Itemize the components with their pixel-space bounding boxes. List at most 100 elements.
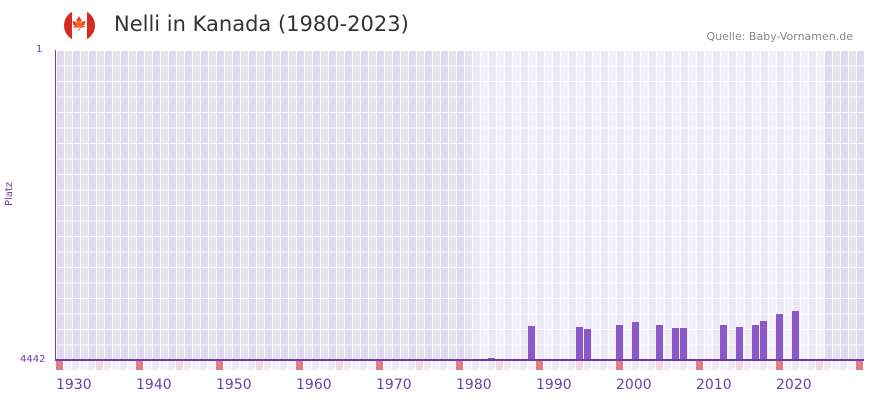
year-marker (840, 361, 847, 370)
year-marker (168, 361, 175, 370)
year-marker (368, 361, 375, 370)
x-axis-line (55, 359, 864, 361)
year-marker (760, 361, 767, 370)
year-marker (512, 361, 519, 370)
bar-1994[interactable] (584, 328, 591, 360)
year-marker (752, 361, 759, 370)
year-marker (800, 361, 807, 370)
bar-1987[interactable] (528, 326, 535, 360)
year-marker (680, 361, 687, 370)
year-marker (216, 361, 223, 370)
year-marker (824, 361, 831, 370)
year-marker (336, 361, 343, 370)
bar-1998[interactable] (616, 325, 623, 360)
year-marker (536, 361, 543, 370)
year-marker (712, 361, 719, 370)
year-marker (584, 361, 591, 370)
year-marker (424, 361, 431, 370)
bar-2018[interactable] (776, 313, 783, 360)
chart-title: Nelli in Kanada (1980-2023) (114, 12, 409, 36)
year-marker (592, 361, 599, 370)
year-marker (224, 361, 231, 370)
year-marker (280, 361, 287, 370)
year-marker (312, 361, 319, 370)
year-marker (416, 361, 423, 370)
bar-2005[interactable] (672, 328, 679, 360)
year-marker (176, 361, 183, 370)
year-marker (72, 361, 79, 370)
year-marker (688, 361, 695, 370)
year-marker (656, 361, 663, 370)
year-marker (528, 361, 535, 370)
canada-flag-icon: 🍁 (64, 10, 95, 41)
year-marker (624, 361, 631, 370)
year-marker (64, 361, 71, 370)
x-tick-label: 1970 (376, 377, 412, 393)
y-axis-line (55, 50, 56, 361)
year-marker (728, 361, 735, 370)
year-marker (56, 361, 63, 370)
year-marker (808, 361, 815, 370)
bar-2006[interactable] (680, 328, 687, 360)
year-marker (240, 361, 247, 370)
year-marker (328, 361, 335, 370)
bar-2020[interactable] (792, 310, 799, 360)
year-marker (248, 361, 255, 370)
year-marker (392, 361, 399, 370)
bar-2003[interactable] (656, 325, 663, 360)
year-marker (552, 361, 559, 370)
x-tick-label: 2010 (696, 377, 732, 393)
source-credit: Quelle: Baby-Vornamen.de (706, 30, 853, 43)
year-marker (848, 361, 855, 370)
year-marker (472, 361, 479, 370)
year-marker (720, 361, 727, 370)
bar-2013[interactable] (736, 327, 743, 360)
bar-2011[interactable] (720, 325, 727, 360)
year-marker (776, 361, 783, 370)
year-marker (192, 361, 199, 370)
year-marker (432, 361, 439, 370)
year-marker (376, 361, 383, 370)
year-marker (816, 361, 823, 370)
plot-area (56, 50, 864, 360)
year-marker (304, 361, 311, 370)
year-marker (792, 361, 799, 370)
year-marker (768, 361, 775, 370)
year-marker (784, 361, 791, 370)
year-marker (344, 361, 351, 370)
year-marker (264, 361, 271, 370)
year-marker (488, 361, 495, 370)
y-tick-bottom: 4442 (20, 354, 46, 365)
bar-1993[interactable] (576, 327, 583, 360)
x-tick-label: 1990 (536, 377, 572, 393)
x-tick-label: 1940 (136, 377, 172, 393)
year-marker (608, 361, 615, 370)
year-marker (104, 361, 111, 370)
year-marker (184, 361, 191, 370)
x-tick-label: 2020 (776, 377, 812, 393)
year-marker (464, 361, 471, 370)
year-marker (152, 361, 159, 370)
bar-2000[interactable] (632, 322, 639, 360)
year-marker (136, 361, 143, 370)
year-marker (408, 361, 415, 370)
y-axis-title: Platz (4, 181, 15, 206)
year-marker (96, 361, 103, 370)
year-marker (696, 361, 703, 370)
x-tick-label: 1950 (216, 377, 252, 393)
year-marker (616, 361, 623, 370)
year-marker (744, 361, 751, 370)
bar-2016[interactable] (760, 320, 767, 360)
year-marker (88, 361, 95, 370)
year-marker (360, 361, 367, 370)
year-marker (640, 361, 647, 370)
year-marker (736, 361, 743, 370)
year-marker (704, 361, 711, 370)
year-marker (272, 361, 279, 370)
bar-2015[interactable] (752, 325, 759, 360)
year-marker (80, 361, 87, 370)
year-marker (672, 361, 679, 370)
year-marker (128, 361, 135, 370)
year-marker (448, 361, 455, 370)
x-tick-label: 2000 (616, 377, 652, 393)
